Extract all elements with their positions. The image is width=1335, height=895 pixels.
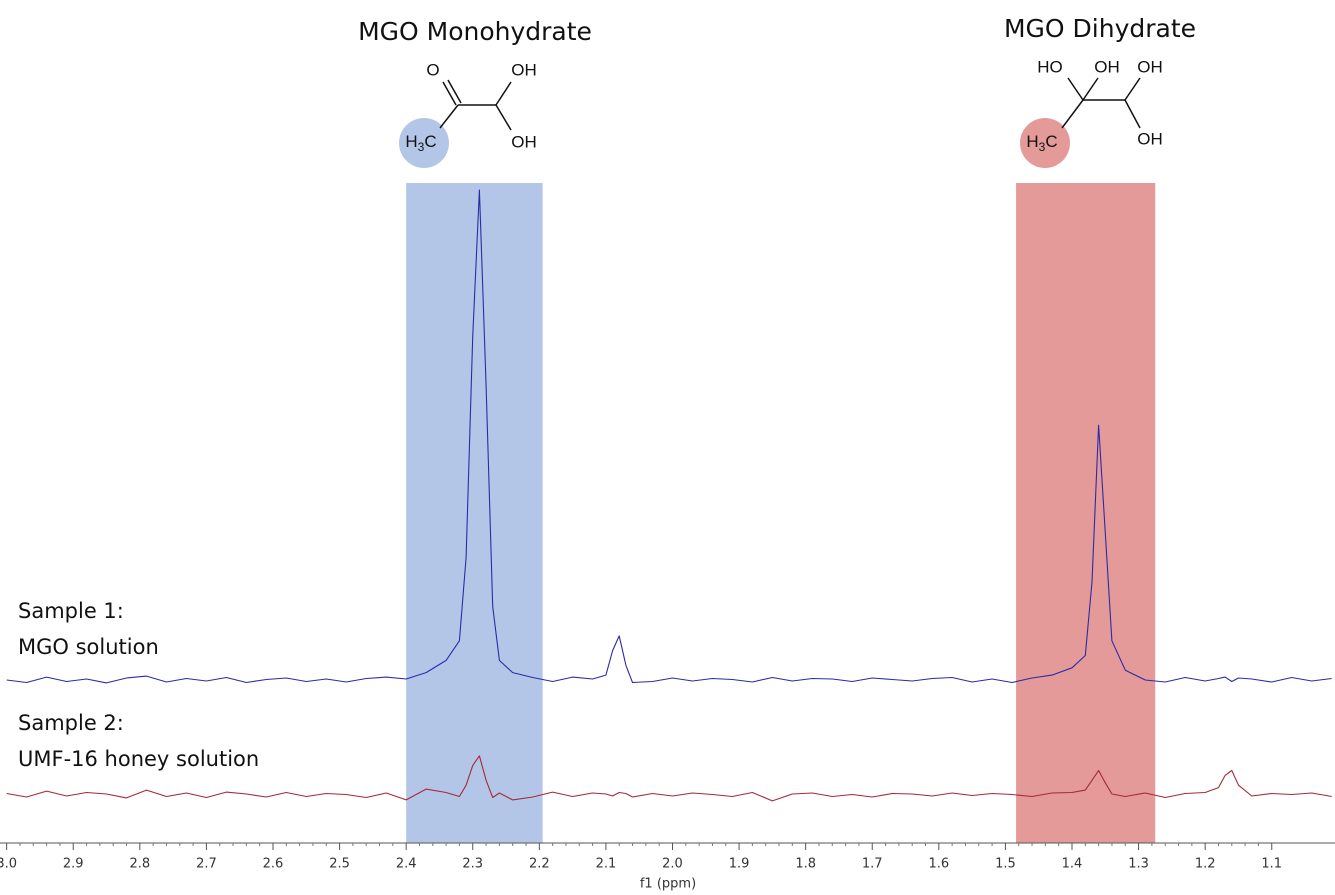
atom-label: OH xyxy=(1137,129,1163,148)
series-description: UMF-16 honey solution xyxy=(18,747,259,771)
methyl-highlight xyxy=(1020,118,1070,168)
bond xyxy=(447,79,462,104)
atom-label: OH xyxy=(511,132,537,151)
bond xyxy=(1067,77,1084,101)
bond xyxy=(442,81,457,106)
x-tick-label: 2.3 xyxy=(462,857,483,872)
highlight-band xyxy=(406,183,543,843)
methyl-label: H3C xyxy=(1026,132,1057,154)
bond xyxy=(1124,77,1141,101)
bond xyxy=(495,104,512,131)
x-tick-label: 1.7 xyxy=(862,857,883,872)
methyl-subscript: 3 xyxy=(418,140,425,154)
region-title: MGO Monohydrate xyxy=(358,17,592,46)
series-label: Sample 1: xyxy=(18,599,124,623)
x-tick-label: 3.0 xyxy=(0,857,17,872)
methyl-part: C xyxy=(1045,132,1057,151)
spectrum-line xyxy=(6,189,1332,684)
x-tick-label: 1.5 xyxy=(995,857,1016,872)
x-tick-label: 2.4 xyxy=(396,857,417,872)
methyl-highlight xyxy=(399,118,449,168)
methyl-part: C xyxy=(424,132,436,151)
bond xyxy=(439,104,459,129)
x-tick-label: 2.7 xyxy=(196,857,217,872)
x-tick-label: 2.5 xyxy=(329,857,350,872)
atom-label: O xyxy=(426,60,439,79)
x-tick-label: 1.6 xyxy=(928,857,949,872)
x-axis-label: f1 (ppm) xyxy=(640,877,696,892)
x-tick-label: 1.2 xyxy=(1195,857,1216,872)
bond xyxy=(1082,77,1099,101)
bond xyxy=(495,81,512,106)
x-tick-label: 2.6 xyxy=(263,857,284,872)
methyl-subscript: 3 xyxy=(1039,140,1046,154)
x-tick-label: 2.1 xyxy=(596,857,617,872)
spectrum-line xyxy=(6,755,1332,802)
atom-label: OH xyxy=(1137,57,1163,76)
methyl-label: H3C xyxy=(405,132,436,154)
x-tick-label: 1.3 xyxy=(1128,857,1149,872)
methyl-part: H xyxy=(1026,132,1038,151)
region-title: MGO Dihydrate xyxy=(1004,14,1196,43)
series-label: Sample 2: xyxy=(18,711,124,735)
x-tick-label: 1.9 xyxy=(729,857,750,872)
x-tick-label: 2.8 xyxy=(129,857,150,872)
bond xyxy=(1061,99,1084,129)
atom-label: OH xyxy=(1094,57,1120,76)
x-tick-label: 1.1 xyxy=(1261,857,1282,872)
x-tick-label: 1.4 xyxy=(1062,857,1083,872)
bond xyxy=(1124,99,1141,129)
highlight-band xyxy=(1016,183,1156,843)
methyl-part: H xyxy=(405,132,417,151)
atom-label: HO xyxy=(1037,57,1063,76)
x-tick-label: 1.8 xyxy=(795,857,816,872)
series-description: MGO solution xyxy=(18,635,159,659)
atom-label: OH xyxy=(511,60,537,79)
x-tick-label: 2.9 xyxy=(63,857,84,872)
x-tick-label: 2.0 xyxy=(662,857,683,872)
x-tick-label: 2.2 xyxy=(529,857,550,872)
